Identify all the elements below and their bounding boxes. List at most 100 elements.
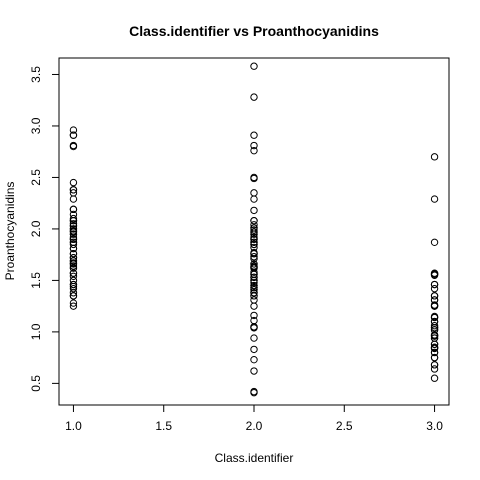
data-point (250, 253, 258, 261)
data-point (69, 244, 78, 253)
data-point (250, 146, 258, 155)
data-point (430, 365, 439, 373)
data-point (430, 284, 439, 293)
data-point (430, 238, 439, 247)
data-point (69, 235, 78, 243)
chart-title: Class.identifier vs Proanthocyanidins (129, 23, 379, 39)
data-point (69, 289, 78, 297)
data-point (69, 257, 78, 265)
data-points (69, 62, 439, 397)
data-point (430, 353, 439, 362)
data-point (69, 220, 78, 228)
data-point (250, 273, 258, 282)
y-tick-label: 1.5 (29, 272, 43, 289)
data-point (69, 292, 78, 300)
data-point (250, 131, 258, 139)
y-tick-label: 3.0 (29, 117, 43, 134)
data-point (250, 367, 258, 375)
data-point (69, 254, 78, 262)
data-point (250, 255, 258, 263)
y-tick-label: 0.5 (29, 375, 43, 392)
data-point (250, 289, 258, 297)
y-axis: 0.5 1.0 1.5 2.0 2.5 3.0 3.5 (29, 66, 60, 392)
data-point (250, 221, 258, 229)
data-point (250, 283, 258, 292)
data-point (430, 361, 439, 369)
data-point (250, 249, 258, 258)
data-point (250, 189, 258, 197)
data-point (250, 195, 258, 203)
data-point (69, 264, 78, 272)
data-point (430, 296, 439, 304)
data-point (430, 280, 439, 289)
data-point (430, 343, 439, 352)
data-point (250, 302, 258, 310)
y-tick-label: 3.5 (29, 66, 43, 83)
data-point (250, 268, 258, 276)
data-point (250, 206, 258, 215)
data-point (430, 301, 439, 309)
y-tick-label: 1.0 (29, 323, 43, 340)
data-point (69, 131, 78, 139)
data-point (250, 62, 258, 70)
data-point (250, 216, 258, 225)
data-point (69, 262, 78, 270)
data-point (430, 322, 439, 330)
data-point (250, 334, 258, 342)
data-point (250, 264, 258, 272)
data-point (250, 233, 258, 241)
x-tick-label: 2.5 (336, 419, 353, 433)
data-point (250, 235, 258, 243)
data-point (250, 355, 258, 364)
data-point (69, 225, 78, 233)
x-axis-label: Class.identifier (215, 451, 294, 465)
data-point (250, 174, 258, 183)
data-point (69, 216, 78, 225)
data-point (69, 269, 78, 277)
x-axis: 1.0 1.5 2.0 2.5 3.0 (65, 404, 443, 433)
data-point (250, 276, 258, 285)
x-tick-label: 1.5 (155, 419, 172, 433)
data-point (250, 141, 258, 150)
data-point (69, 126, 78, 134)
data-point (430, 374, 439, 382)
data-point (430, 270, 439, 278)
data-point (69, 240, 78, 249)
y-tick-label: 2.0 (29, 220, 43, 237)
data-point (250, 240, 258, 249)
data-point (69, 230, 78, 238)
x-tick-label: 1.0 (65, 419, 82, 433)
data-point (69, 142, 78, 151)
data-point (69, 302, 78, 310)
data-point (250, 285, 258, 294)
y-tick-label: 2.5 (29, 169, 43, 186)
data-point (250, 388, 258, 397)
data-point (430, 153, 439, 161)
data-point (250, 311, 258, 320)
x-tick-label: 2.0 (246, 419, 263, 433)
data-point (69, 178, 78, 187)
data-point (69, 299, 78, 307)
data-point (430, 313, 439, 322)
data-point (69, 195, 78, 203)
y-axis-label: Proanthocyanidins (3, 182, 17, 281)
data-point (430, 317, 439, 326)
data-point (250, 226, 258, 234)
data-point (250, 278, 258, 287)
data-point (69, 186, 78, 194)
data-point (250, 281, 258, 290)
data-point (250, 238, 258, 247)
x-tick-label: 3.0 (426, 419, 443, 433)
data-point (250, 224, 258, 232)
data-point (69, 227, 78, 235)
data-point (250, 345, 258, 354)
data-point (250, 260, 258, 268)
data-point (430, 331, 439, 339)
data-point (69, 222, 78, 230)
data-point (69, 205, 78, 214)
data-point (430, 195, 439, 203)
data-point (69, 249, 78, 258)
data-point (69, 214, 78, 223)
data-point (250, 324, 258, 332)
